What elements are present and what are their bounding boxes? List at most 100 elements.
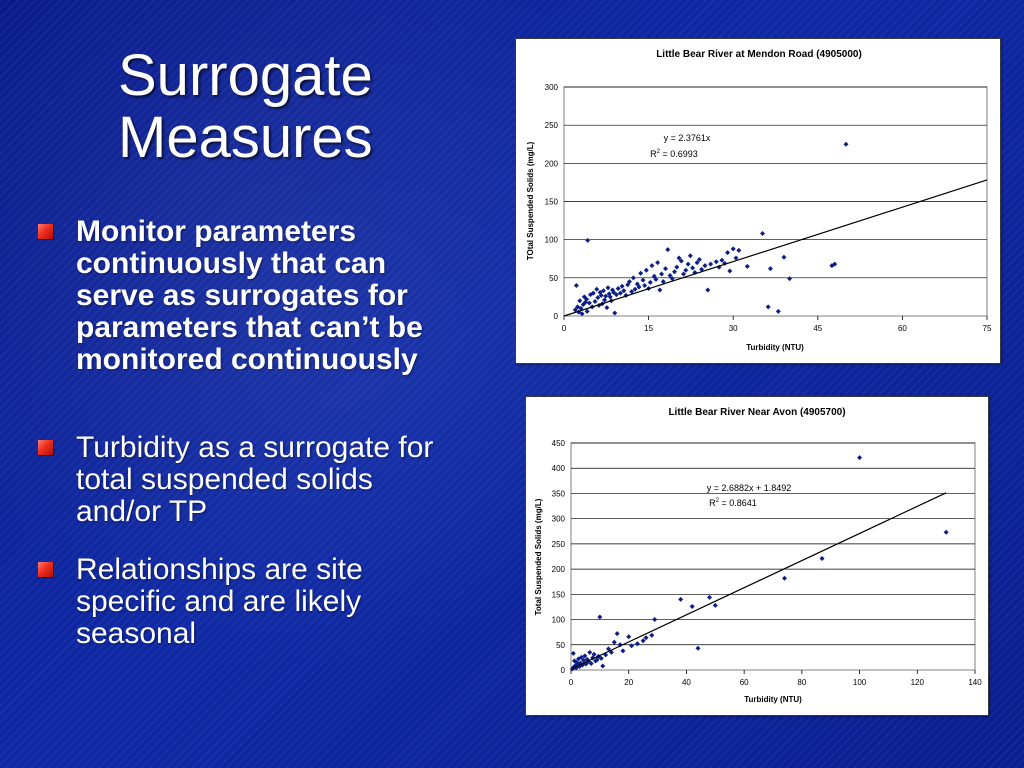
data-point (607, 294, 613, 300)
x-tick-label: 100 (853, 678, 867, 687)
r2-label: R2 = 0.6993 (650, 149, 698, 159)
y-tick-label: 200 (545, 159, 559, 168)
data-point (580, 302, 586, 308)
bullet-item-turbidity-surrogate: Turbidity as a surrogate for total suspe… (38, 432, 448, 528)
y-axis-label: TOtal Suspended Solids (mg/L) (526, 141, 535, 260)
data-point (626, 634, 632, 640)
chart-near-avon: Little Bear River Near Avon (4905700) 0 50… (525, 396, 989, 716)
y-tick-label: 0 (554, 312, 559, 321)
x-tick-label: 60 (898, 324, 907, 333)
data-point (598, 655, 604, 661)
data-point (600, 663, 606, 669)
r2-value: = 0.6993 (660, 149, 698, 159)
data-point (760, 231, 766, 237)
data-point (634, 281, 640, 287)
data-point (685, 261, 691, 267)
data-point (572, 307, 578, 313)
r2-prefix: R (650, 149, 657, 159)
data-point (657, 287, 663, 293)
data-point (660, 279, 666, 285)
data-point (649, 263, 655, 269)
data-point (632, 286, 638, 292)
data-point (634, 641, 640, 647)
y-tick-label: 350 (552, 489, 566, 498)
data-point (640, 277, 646, 283)
data-point (604, 305, 610, 311)
x-tick-label: 45 (813, 324, 822, 333)
data-point (694, 260, 700, 266)
chart-mendon-road: Little Bear River at Mendon Road (490500… (515, 38, 1001, 364)
data-point (597, 289, 603, 295)
x-tick-label: 140 (968, 678, 982, 687)
chart-title: Little Bear River Near Avon (4905700) (668, 407, 845, 418)
data-point (615, 286, 621, 292)
data-point (579, 311, 585, 317)
data-point (943, 529, 949, 535)
data-point (573, 665, 579, 671)
y-tick-label: 450 (552, 439, 566, 448)
data-point (574, 659, 580, 665)
data-point (597, 614, 603, 620)
trendline (563, 179, 988, 317)
x-tick-label: 120 (911, 678, 925, 687)
data-point (690, 265, 696, 271)
x-tick-label: 60 (740, 678, 749, 687)
data-point (659, 271, 665, 277)
data-point (590, 290, 596, 296)
data-point (663, 266, 669, 272)
y-tick-label: 300 (552, 515, 566, 524)
data-point (695, 645, 701, 651)
data-point (581, 657, 587, 663)
data-point (696, 257, 702, 263)
r2-superscript: 2 (716, 498, 720, 504)
data-point (640, 638, 646, 644)
data-point (576, 656, 582, 662)
data-point (719, 257, 725, 263)
y-tick-label: 300 (545, 83, 559, 92)
data-point (775, 308, 781, 314)
data-point (765, 304, 771, 310)
data-point (669, 276, 675, 282)
data-point (678, 596, 684, 602)
data-point (722, 260, 728, 266)
data-point (736, 247, 742, 253)
data-point (577, 298, 583, 304)
data-point (613, 292, 619, 298)
data-point (610, 287, 616, 293)
data-point (585, 237, 591, 243)
equation-label: y = 2.6882x + 1.8492 (707, 483, 792, 493)
data-point (588, 292, 594, 298)
data-point (782, 575, 788, 581)
data-point (586, 300, 592, 306)
bullet-item-monitor-parameters: Monitor parameters continuously that can… (38, 216, 448, 376)
x-tick-label: 15 (644, 324, 653, 333)
bullet-marker-icon (38, 562, 53, 577)
data-point (571, 658, 577, 664)
r2-prefix: R (709, 498, 716, 508)
data-point (857, 455, 863, 461)
data-point (602, 297, 608, 303)
r2-label: R2 = 0.8641 (709, 498, 757, 508)
data-point (614, 631, 620, 637)
x-tick-label: 0 (569, 678, 574, 687)
data-point (683, 267, 689, 273)
data-point (649, 632, 655, 638)
data-point (725, 250, 731, 256)
data-point (605, 285, 611, 291)
data-point (598, 292, 604, 298)
data-point (744, 263, 750, 269)
slide-title: Surrogate Measures (118, 43, 373, 170)
data-point (577, 663, 583, 669)
data-point (819, 556, 825, 562)
data-point (705, 287, 711, 293)
data-point (621, 288, 627, 294)
y-tick-label: 50 (556, 641, 565, 650)
bullet-marker-icon (38, 224, 53, 239)
data-point (832, 261, 838, 267)
r2-superscript: 2 (657, 149, 661, 155)
trendline (570, 492, 947, 670)
data-point (674, 264, 680, 270)
data-point (594, 286, 600, 292)
x-tick-label: 20 (624, 678, 633, 687)
data-point (689, 603, 695, 609)
